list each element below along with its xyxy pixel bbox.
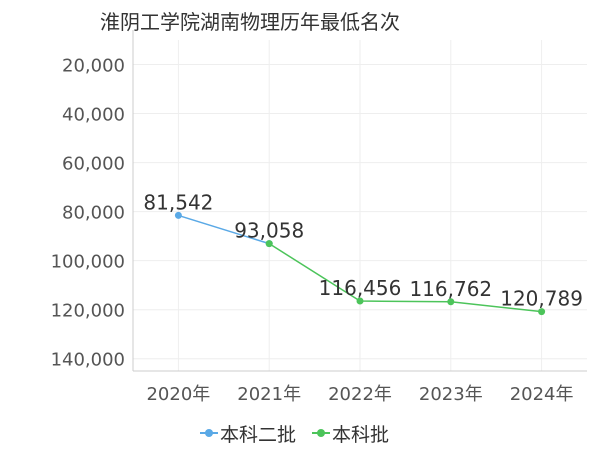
y-tick-label: 140,000 [51,350,125,371]
x-tick-label: 2022年 [328,384,392,405]
chart-title: 淮阴工学院湖南物理历年最低名次 [0,6,600,35]
series-layer [174,211,546,316]
legend-label: 本科二批 [220,423,297,446]
chart-title-text: 淮阴工学院湖南物理历年最低名次 [100,10,400,34]
x-tick-label: 2023年 [419,384,483,405]
data-label: 120,789 [500,287,583,311]
y-tick-label: 80,000 [62,203,125,224]
legend-item-series-1[interactable]: 本科二批 [200,420,296,446]
axis-layer: 20,000 40,000 60,000 80,000 100,000 120,000 14… [51,30,587,405]
x-tick-label: 2021年 [237,384,301,405]
chart-legend: 本科二批 本科批 [0,420,600,446]
data-label-layer: 81,542 93,058 116,456 116,762 120,789 [143,190,583,310]
data-point [356,297,364,305]
y-tick-label: 100,000 [51,252,125,273]
legend-line-icon [312,427,330,439]
legend-item-series-2[interactable]: 本科批 [312,420,389,446]
data-label: 116,762 [409,277,492,301]
y-tick-label: 20,000 [62,56,125,77]
legend-line-icon [200,427,218,439]
data-point [174,211,182,219]
data-label: 93,058 [234,219,304,243]
data-point [538,308,546,316]
y-tick-label: 40,000 [62,105,125,126]
legend-label: 本科批 [332,423,390,446]
grid-layer [133,40,587,371]
y-tick-label: 60,000 [62,154,125,175]
data-label: 116,456 [319,276,402,300]
x-tick-label: 2020年 [146,384,210,405]
y-tick-label: 120,000 [51,301,125,322]
data-label: 81,542 [143,190,213,214]
series-line-1 [178,214,270,245]
data-point [265,240,273,248]
data-point [447,298,455,306]
series-line-2 [268,243,542,313]
x-tick-label: 2024年 [510,384,574,405]
